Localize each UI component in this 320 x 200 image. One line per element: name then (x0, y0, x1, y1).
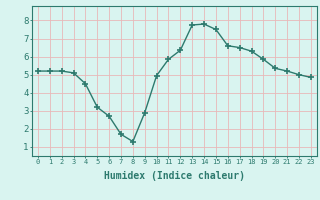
X-axis label: Humidex (Indice chaleur): Humidex (Indice chaleur) (104, 171, 245, 181)
